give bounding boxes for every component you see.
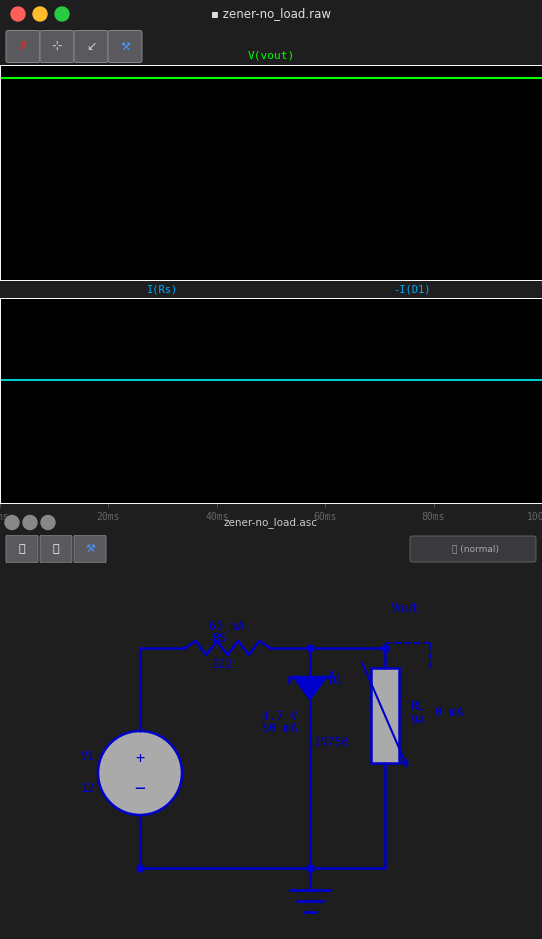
Text: +: + xyxy=(136,751,145,766)
Text: 🔍 (normal): 🔍 (normal) xyxy=(451,545,499,553)
Text: RL: RL xyxy=(410,700,424,714)
Text: 0 mA: 0 mA xyxy=(435,706,463,719)
Text: 94: 94 xyxy=(410,715,424,728)
Text: ✋: ✋ xyxy=(53,544,59,554)
FancyBboxPatch shape xyxy=(74,535,106,563)
Text: 60 mA: 60 mA xyxy=(209,620,245,633)
Bar xyxy=(371,668,399,763)
Text: V(vout): V(vout) xyxy=(247,51,295,61)
Text: -I(D1): -I(D1) xyxy=(393,284,431,294)
Circle shape xyxy=(11,7,25,21)
FancyBboxPatch shape xyxy=(6,30,40,63)
Circle shape xyxy=(98,731,182,815)
Text: 1N750: 1N750 xyxy=(314,735,350,748)
Text: 🏃: 🏃 xyxy=(18,544,25,554)
Text: ↙: ↙ xyxy=(86,40,96,53)
FancyBboxPatch shape xyxy=(74,30,108,63)
Text: 60 mA: 60 mA xyxy=(262,721,298,734)
Circle shape xyxy=(23,516,37,530)
Polygon shape xyxy=(294,677,326,699)
Circle shape xyxy=(55,7,69,21)
Text: V1: V1 xyxy=(81,750,95,763)
FancyBboxPatch shape xyxy=(410,536,536,562)
Text: ⚒: ⚒ xyxy=(120,41,130,52)
Text: ⊹: ⊹ xyxy=(51,40,62,53)
Text: 12: 12 xyxy=(81,782,95,795)
Text: RS: RS xyxy=(212,632,226,644)
Text: zener-no_load.asc: zener-no_load.asc xyxy=(224,517,318,528)
FancyBboxPatch shape xyxy=(40,535,72,563)
FancyBboxPatch shape xyxy=(40,30,74,63)
Text: 122: 122 xyxy=(211,657,233,670)
Text: ⚒: ⚒ xyxy=(85,544,95,554)
Text: −: − xyxy=(134,780,145,798)
Text: ✗: ✗ xyxy=(18,40,28,53)
FancyBboxPatch shape xyxy=(108,30,142,63)
Text: I(Rs): I(Rs) xyxy=(147,284,178,294)
Text: ▪ zener-no_load.raw: ▪ zener-no_load.raw xyxy=(211,8,331,21)
Text: Vout: Vout xyxy=(391,602,420,614)
FancyBboxPatch shape xyxy=(6,535,38,563)
Text: D1: D1 xyxy=(328,673,342,686)
Text: 4.7 V: 4.7 V xyxy=(262,710,298,722)
Circle shape xyxy=(41,516,55,530)
Circle shape xyxy=(33,7,47,21)
Circle shape xyxy=(5,516,19,530)
